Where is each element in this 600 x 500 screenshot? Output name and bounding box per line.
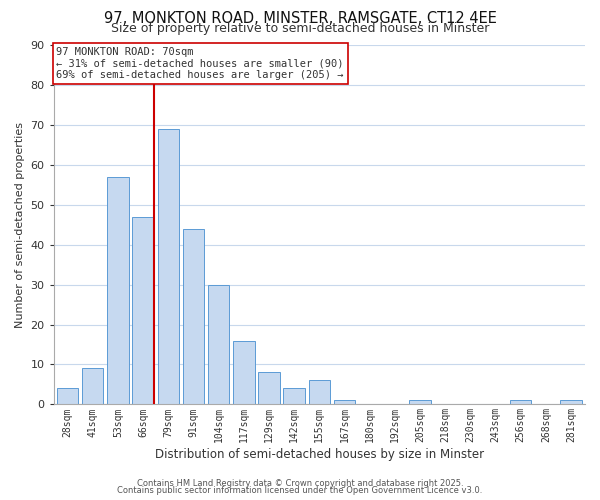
- Bar: [258, 372, 280, 404]
- Bar: [183, 228, 204, 404]
- Y-axis label: Number of semi-detached properties: Number of semi-detached properties: [15, 122, 25, 328]
- Bar: [308, 380, 330, 404]
- Bar: [334, 400, 355, 404]
- Bar: [409, 400, 431, 404]
- Bar: [283, 388, 305, 404]
- Text: 97, MONKTON ROAD, MINSTER, RAMSGATE, CT12 4EE: 97, MONKTON ROAD, MINSTER, RAMSGATE, CT1…: [104, 11, 496, 26]
- Bar: [510, 400, 532, 404]
- Bar: [82, 368, 103, 404]
- Bar: [107, 177, 128, 404]
- X-axis label: Distribution of semi-detached houses by size in Minster: Distribution of semi-detached houses by …: [155, 448, 484, 461]
- Text: Contains public sector information licensed under the Open Government Licence v3: Contains public sector information licen…: [118, 486, 482, 495]
- Bar: [208, 284, 229, 405]
- Bar: [133, 216, 154, 404]
- Bar: [233, 340, 254, 404]
- Text: Contains HM Land Registry data © Crown copyright and database right 2025.: Contains HM Land Registry data © Crown c…: [137, 478, 463, 488]
- Bar: [57, 388, 78, 404]
- Bar: [560, 400, 582, 404]
- Text: 97 MONKTON ROAD: 70sqm
← 31% of semi-detached houses are smaller (90)
69% of sem: 97 MONKTON ROAD: 70sqm ← 31% of semi-det…: [56, 47, 344, 80]
- Text: Size of property relative to semi-detached houses in Minster: Size of property relative to semi-detach…: [111, 22, 489, 35]
- Bar: [158, 129, 179, 404]
